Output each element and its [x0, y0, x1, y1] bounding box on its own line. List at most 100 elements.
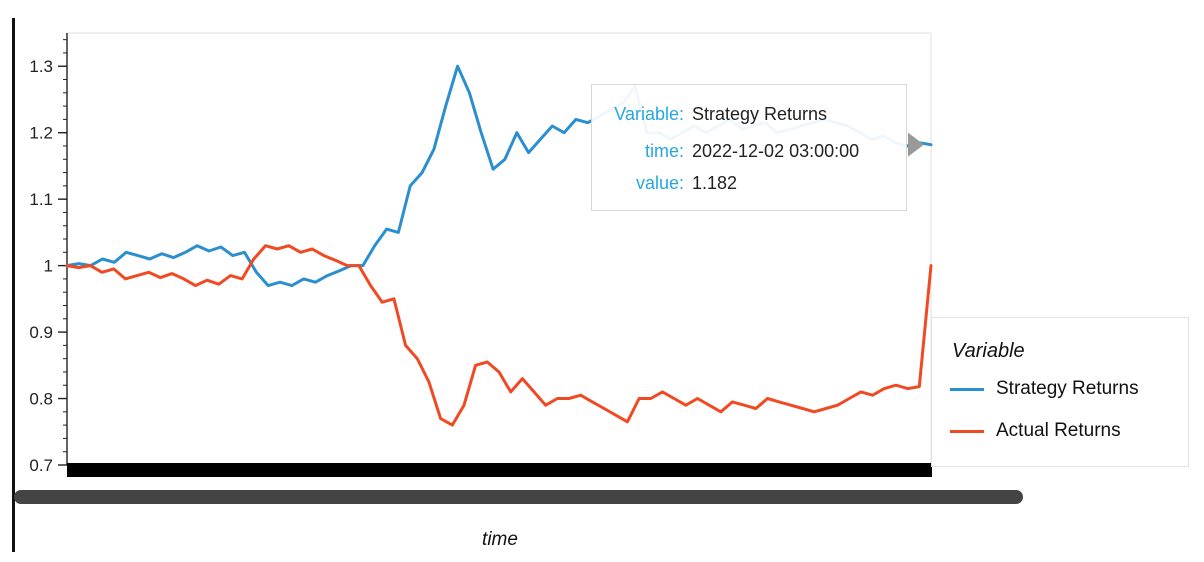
legend-swatch-strategy-returns — [950, 387, 984, 391]
data-point — [302, 277, 305, 281]
data-point — [125, 251, 128, 254]
data-point — [404, 344, 407, 347]
y-tick-label: 0.9 — [29, 323, 53, 342]
data-point — [532, 390, 536, 394]
data-point — [381, 301, 384, 304]
data-point — [322, 254, 326, 257]
data-point — [278, 281, 282, 284]
legend: Variable Strategy Returns Actual Returns — [931, 317, 1189, 467]
data-point — [299, 251, 302, 254]
left-divider — [12, 18, 15, 552]
tooltip-pointer — [908, 132, 924, 157]
data-point — [172, 256, 175, 259]
series-line-actual-returns[interactable] — [65, 244, 933, 427]
data-point — [170, 272, 174, 275]
data-point — [357, 264, 361, 267]
tooltip-value-key: value: — [635, 173, 684, 193]
data-point — [731, 400, 734, 404]
x-axis-bar[interactable] — [67, 463, 932, 477]
data-point — [474, 364, 477, 367]
data-point — [684, 404, 687, 407]
data-point — [848, 397, 851, 400]
data-point — [906, 387, 909, 390]
data-point — [766, 397, 769, 400]
data-point — [661, 390, 664, 394]
data-point — [586, 121, 589, 124]
legend-title: Variable — [952, 340, 1025, 362]
data-point — [551, 124, 554, 128]
data-point — [444, 104, 447, 108]
data-point — [314, 281, 317, 284]
legend-item-strategy-returns[interactable]: Strategy Returns — [950, 377, 1139, 401]
data-point — [468, 91, 471, 95]
data-point — [486, 360, 489, 364]
data-point — [649, 397, 652, 400]
data-point — [562, 131, 566, 134]
data-point — [148, 257, 151, 261]
data-point — [497, 370, 501, 374]
data-point — [219, 245, 223, 249]
data-point — [789, 404, 793, 407]
data-point — [871, 394, 874, 397]
data-point — [196, 244, 199, 247]
data-point — [207, 249, 211, 253]
data-point — [614, 414, 617, 417]
data-point — [579, 394, 582, 397]
data-point — [361, 264, 365, 267]
data-point — [385, 227, 388, 231]
y-tick-label: 1.1 — [29, 190, 53, 209]
data-point — [101, 257, 104, 261]
data-point — [346, 264, 349, 267]
data-point — [672, 397, 676, 400]
data-point — [708, 404, 711, 407]
data-point — [184, 251, 187, 254]
y-axis: 0.7 0.8 0.9 1 1.1 1.2 1.3 — [29, 33, 68, 475]
data-point — [369, 284, 372, 287]
data-point — [290, 284, 294, 287]
y-tick-label: 0.7 — [29, 456, 53, 475]
data-point — [929, 264, 933, 267]
tooltip-variable-key: Variable: — [614, 104, 684, 124]
data-point — [326, 274, 329, 277]
data-point — [160, 252, 163, 255]
data-point — [276, 247, 279, 251]
x-axis-title: time — [482, 529, 518, 550]
data-point — [754, 407, 758, 410]
tooltip-time-key: time: — [644, 141, 684, 161]
data-point — [240, 277, 244, 281]
data-point — [217, 283, 220, 286]
data-point — [392, 297, 396, 300]
data-point — [491, 168, 495, 171]
data-point — [503, 158, 507, 161]
data-point — [439, 417, 442, 420]
data-point — [231, 254, 234, 257]
y-tick-label: 1.3 — [29, 57, 53, 76]
horizontal-scrollbar[interactable] — [14, 490, 1023, 504]
data-point — [416, 357, 419, 360]
data-point — [451, 423, 454, 427]
tooltip-value-value: 1.182 — [692, 173, 738, 193]
data-point — [462, 404, 466, 407]
data-point — [591, 400, 594, 404]
data-point — [311, 247, 314, 251]
legend-item-actual-returns[interactable]: Actual Returns — [950, 419, 1121, 443]
data-point — [544, 404, 547, 407]
data-point — [112, 267, 115, 271]
data-point — [637, 397, 641, 400]
data-point — [480, 131, 483, 134]
data-point — [124, 277, 127, 281]
y-tick-label: 1 — [44, 257, 53, 276]
data-point — [515, 131, 518, 134]
data-point — [778, 400, 781, 404]
data-point — [77, 266, 80, 269]
data-point — [556, 397, 559, 400]
data-point — [136, 254, 140, 257]
data-point — [509, 390, 512, 394]
data-point — [373, 244, 376, 247]
data-point — [420, 171, 424, 174]
data-point — [65, 264, 69, 267]
data-point — [77, 262, 81, 265]
data-point — [602, 407, 606, 410]
data-point — [567, 397, 571, 400]
data-point — [397, 231, 400, 234]
